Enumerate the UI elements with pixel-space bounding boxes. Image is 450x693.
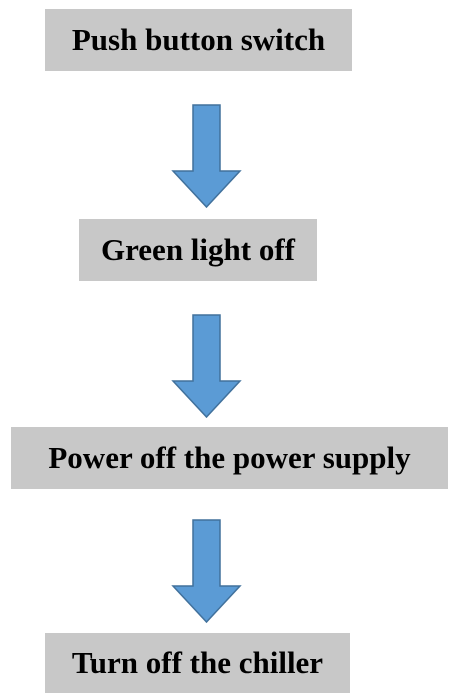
step-box: Power off the power supply <box>11 427 448 489</box>
step-box: Push button switch <box>45 9 352 71</box>
arrow <box>171 519 242 624</box>
arrow <box>171 104 242 209</box>
step-box: Green light off <box>79 219 317 281</box>
arrow <box>171 314 242 419</box>
step-box: Turn off the chiller <box>45 633 350 693</box>
